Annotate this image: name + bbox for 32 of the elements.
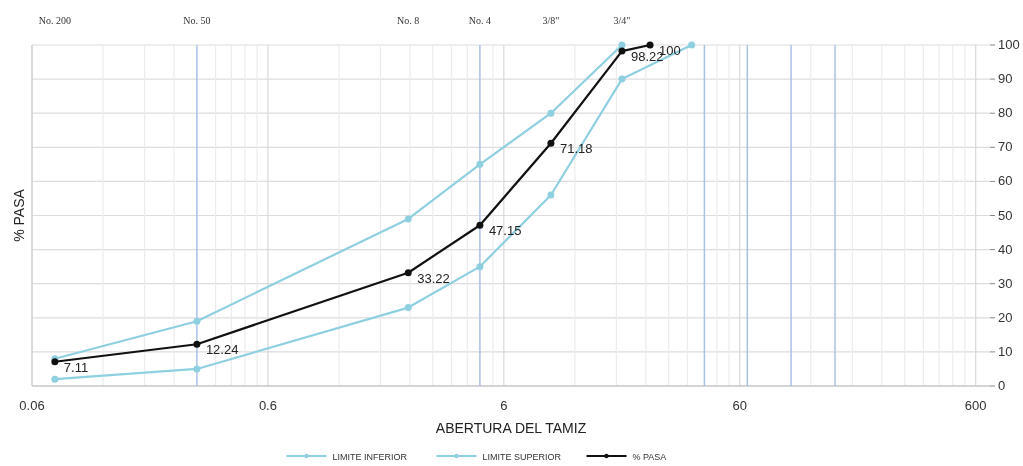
data-label: 71.18: [559, 141, 593, 157]
legend-label: LIMITE SUPERIOR: [482, 451, 562, 462]
y-tick-label: 50: [998, 207, 1013, 223]
y-tick-label: 0: [998, 378, 1006, 393]
data-label: 12.24: [205, 342, 239, 358]
x-tick-label: 600: [964, 398, 987, 413]
data-label: 47.15: [488, 223, 522, 239]
y-tick-label: 40: [998, 241, 1013, 257]
text: 3/4": [613, 15, 631, 26]
x-tick-label: 6: [500, 398, 508, 413]
y-tick-label: 100: [998, 37, 1020, 52]
data-label: 7.11: [63, 359, 89, 375]
y-tick-label: 80: [998, 105, 1013, 121]
data-label: 33.22: [417, 270, 450, 286]
y-tick-label: 10: [998, 343, 1013, 359]
y-axis-title: % PASA: [11, 188, 27, 242]
x-axis-title: ABERTURA DEL TAMIZ: [435, 420, 587, 436]
x-tick-label: 60: [732, 398, 747, 413]
legend-label: LIMITE INFERIOR: [332, 451, 408, 462]
legend-label: % PASA: [632, 451, 667, 462]
y-tick-label: 90: [998, 71, 1013, 87]
text: No. 4: [468, 15, 492, 26]
text: 3/8": [542, 15, 560, 26]
text: No. 8: [397, 15, 420, 26]
x-tick-label: 0.06: [19, 398, 45, 413]
x-tick-label: 0.6: [258, 398, 277, 413]
text: No. 200: [38, 15, 71, 26]
y-tick-label: 20: [998, 309, 1013, 325]
y-tick-label: 70: [998, 139, 1013, 155]
text: No. 50: [183, 15, 211, 26]
y-tick-label: 30: [998, 275, 1013, 291]
y-tick-label: 60: [998, 173, 1013, 189]
